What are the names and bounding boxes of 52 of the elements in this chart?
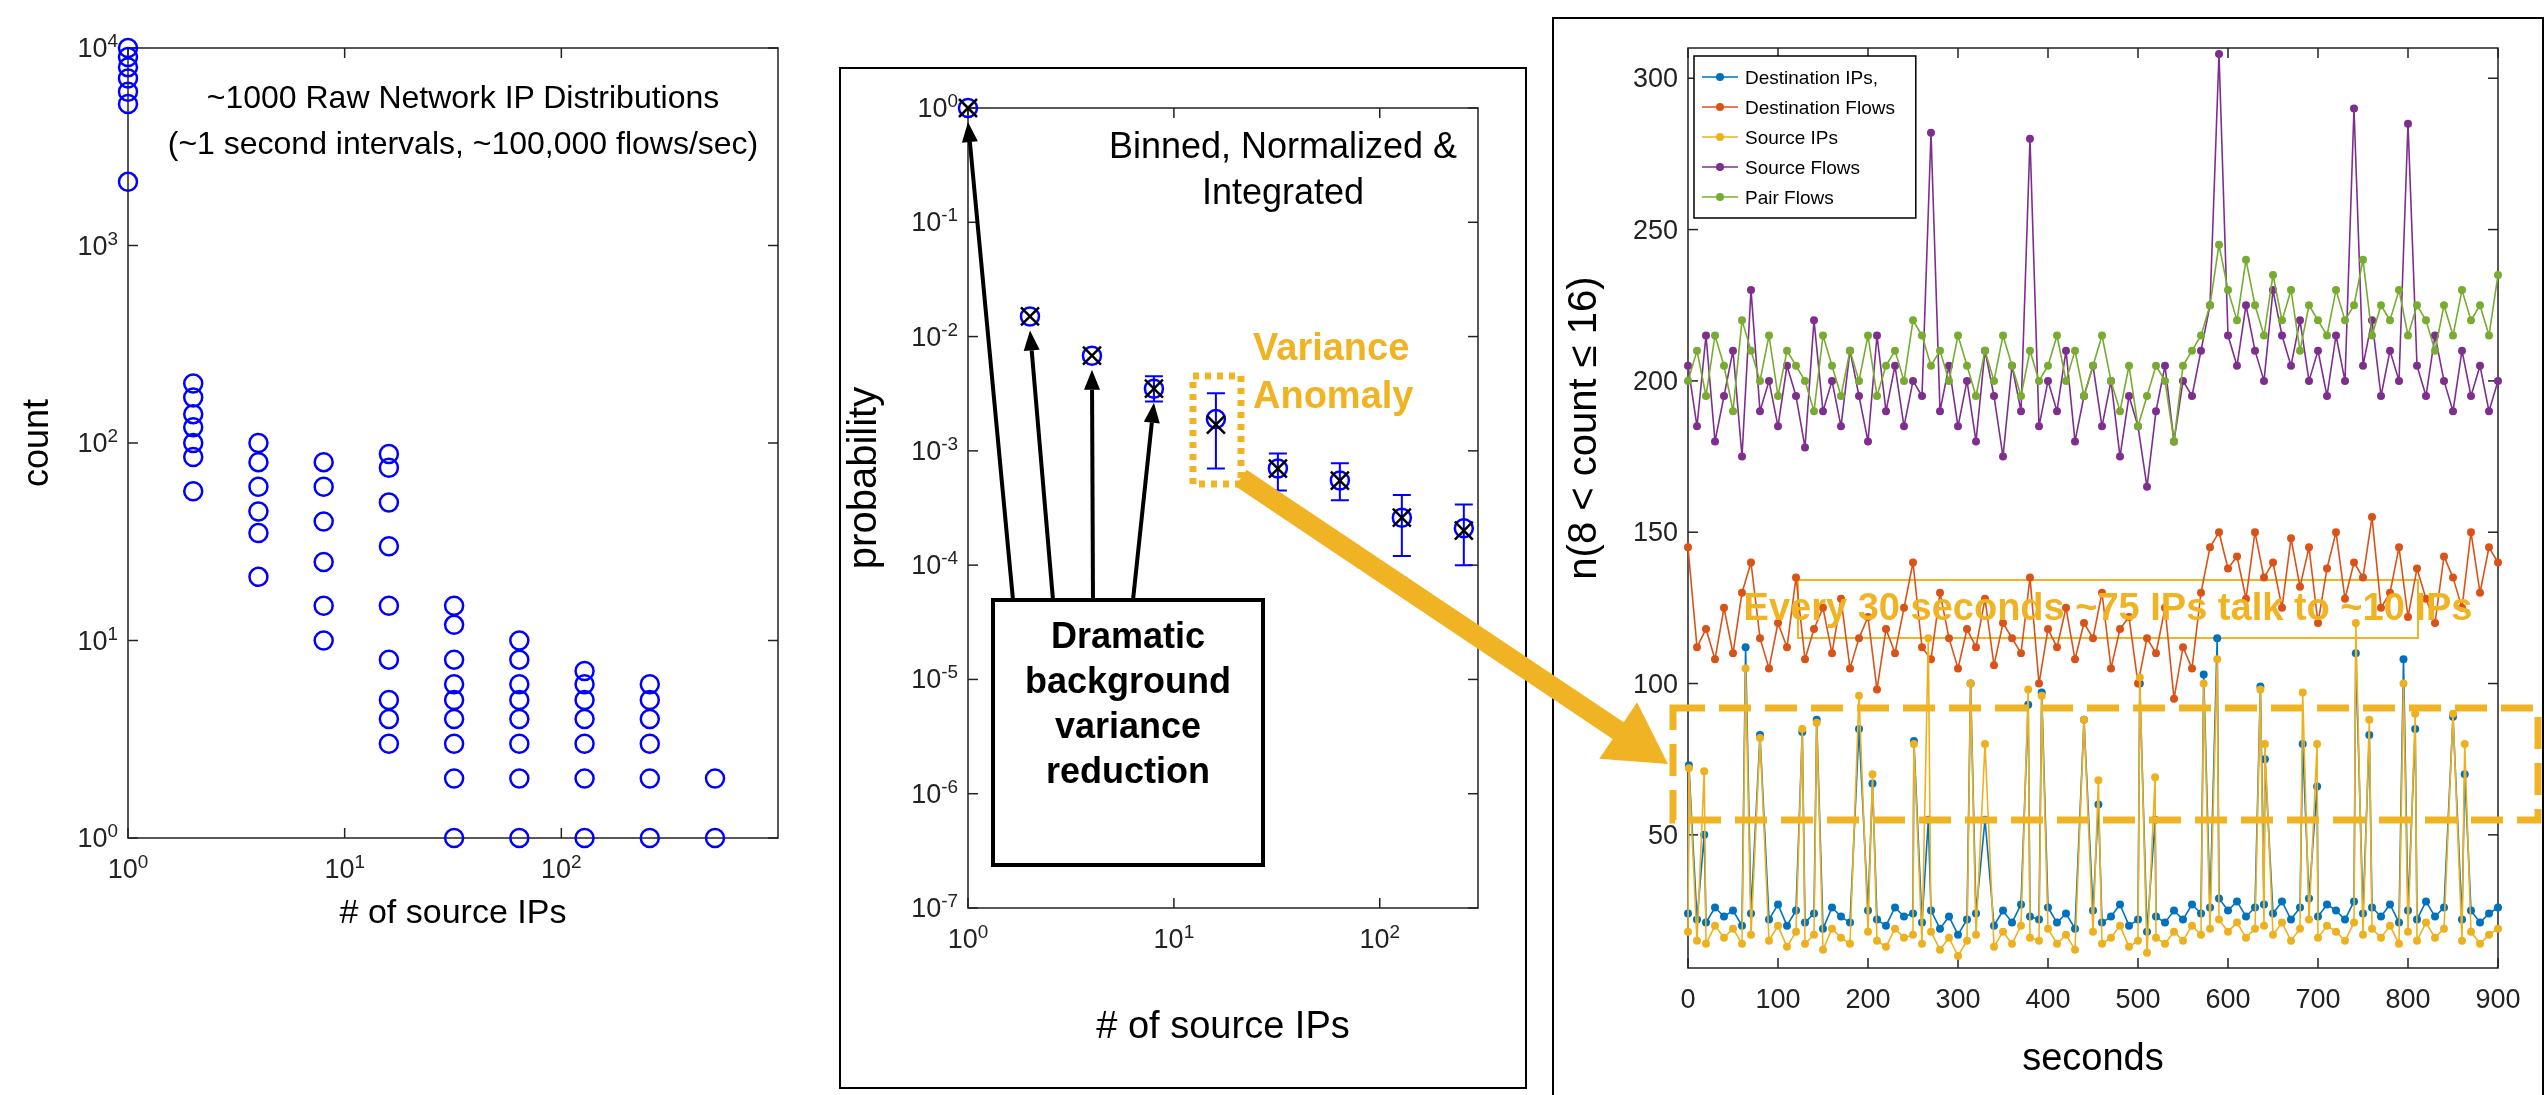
y-tick-label: 10$^{-4}$ <box>911 546 958 581</box>
y-tick-label: 150 <box>1632 517 1678 548</box>
y-tick-label: 200 <box>1632 365 1678 396</box>
y-tick-label: 50 <box>1647 819 1678 850</box>
x-tick-label: 10$^{1}$ <box>324 850 365 884</box>
y-axis-title: probability <box>840 386 884 570</box>
y-tick-label: 10$^{3}$ <box>77 227 118 261</box>
x-tick-label: 100 <box>1755 984 1801 1014</box>
x-axis-title: # of source IPs <box>1096 1004 1350 1046</box>
x-axis-title: # of source IPs <box>339 892 567 930</box>
legend-label: Pair Flows <box>1745 187 1834 208</box>
y-tick-label: 10$^{-6}$ <box>911 775 958 809</box>
x-tick-label: 700 <box>2295 984 2341 1014</box>
y-axis-title: count <box>15 398 56 488</box>
x-tick-label: 10$^{0}$ <box>947 920 989 954</box>
y-tick-label: 10$^{0}$ <box>77 819 118 853</box>
text: ~1000 Raw Network IP Distributions <box>206 79 720 115</box>
x-tick-label: 900 <box>2475 984 2521 1014</box>
y-tick-label: 10$^{0}$ <box>917 89 958 123</box>
y-axis-title: n(8 < count ≤ 16) <box>1560 276 1604 580</box>
legend-label: Source Flows <box>1745 157 1861 178</box>
legend-label: Destination Flows <box>1745 97 1895 118</box>
x-tick-label: 600 <box>2205 984 2251 1014</box>
y-tick-label: 250 <box>1632 214 1678 245</box>
y-tick-label: 10$^{2}$ <box>77 424 118 458</box>
y-tick-label: 10$^{-7}$ <box>911 889 958 923</box>
x-tick-label: 200 <box>1845 984 1891 1014</box>
text: Binned, Normalized & Integrated <box>1108 125 1458 212</box>
y-tick-label: 100 <box>1632 668 1678 699</box>
legend-label: Destination IPs, <box>1745 67 1879 88</box>
y-tick-label: 300 <box>1632 63 1678 94</box>
y-tick-label: 10$^{-1}$ <box>911 203 958 238</box>
text: (~1 second intervals, ~100,000 flows/sec) <box>167 125 759 161</box>
x-tick-label: 500 <box>2115 984 2161 1014</box>
point <box>1205 414 1227 435</box>
x-tick-label: 400 <box>2025 984 2071 1014</box>
y-tick-label: 10$^{-2}$ <box>911 318 958 352</box>
x-tick-label: 800 <box>2385 984 2431 1014</box>
x-tick-label: 10$^{0}$ <box>107 850 149 884</box>
annotation: Variance Anomaly <box>1253 326 1414 416</box>
y-tick-label: 10$^{-3}$ <box>911 432 958 466</box>
legend-label: Source IPs <box>1745 127 1838 148</box>
x-tick-label: 300 <box>1935 984 1981 1014</box>
x-tick-label: 10$^{1}$ <box>1153 920 1195 954</box>
y-tick-label: 10$^{1}$ <box>77 622 118 656</box>
x-tick-label: 10$^{2}$ <box>541 850 582 884</box>
annotation: Dramatic background variance reduction <box>1024 615 1232 791</box>
y-tick-label: 10$^{4}$ <box>77 29 118 63</box>
x-axis-title: seconds <box>2022 1036 2164 1078</box>
x-tick-label: 10$^{2}$ <box>1359 920 1401 954</box>
y-tick-label: 10$^{-5}$ <box>911 660 958 695</box>
x-tick-label: 0 <box>1680 984 1696 1014</box>
